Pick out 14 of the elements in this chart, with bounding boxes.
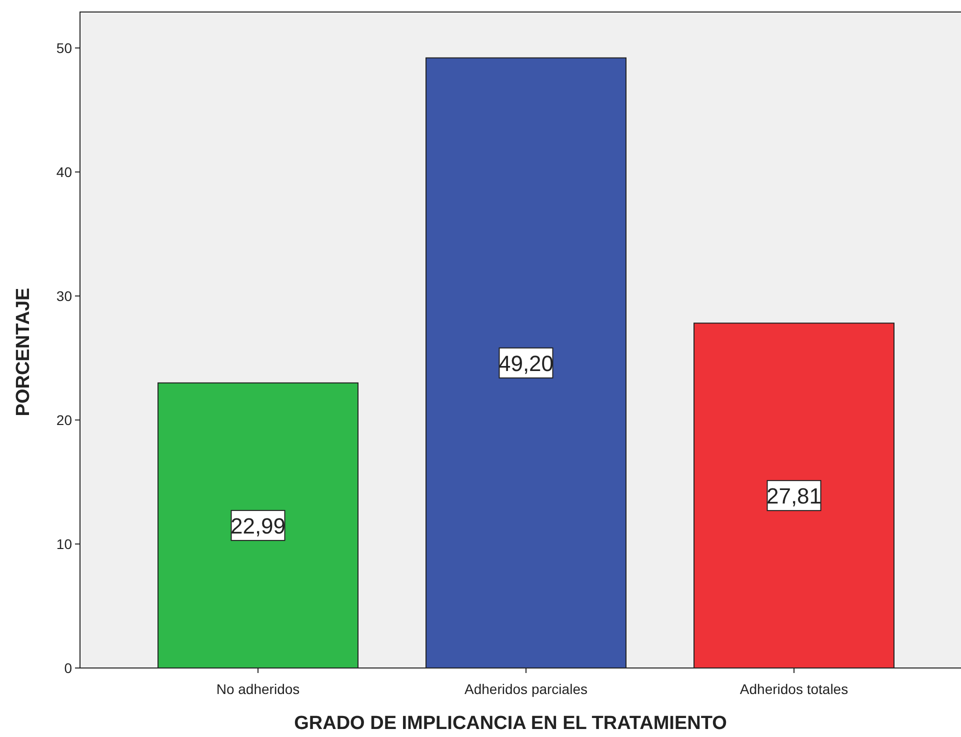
y-tick-label: 50 — [56, 40, 72, 56]
x-tick-label: Adheridos parciales — [464, 681, 588, 697]
y-tick-label: 0 — [64, 660, 72, 676]
y-tick-label: 40 — [56, 164, 72, 180]
x-axis-title: GRADO DE IMPLICANCIA EN EL TRATAMIENTO — [294, 713, 727, 734]
y-tick-label: 30 — [56, 288, 72, 304]
y-axis-title: PORCENTAJE — [13, 288, 34, 416]
x-tick-label: Adheridos totales — [740, 681, 848, 697]
y-tick-label: 10 — [56, 536, 72, 552]
data-label: 49,20 — [498, 350, 554, 376]
data-label: 27,81 — [766, 484, 822, 509]
data-label: 22,99 — [230, 513, 286, 538]
x-tick-label: No adheridos — [216, 681, 300, 697]
y-tick-label: 20 — [56, 412, 72, 428]
